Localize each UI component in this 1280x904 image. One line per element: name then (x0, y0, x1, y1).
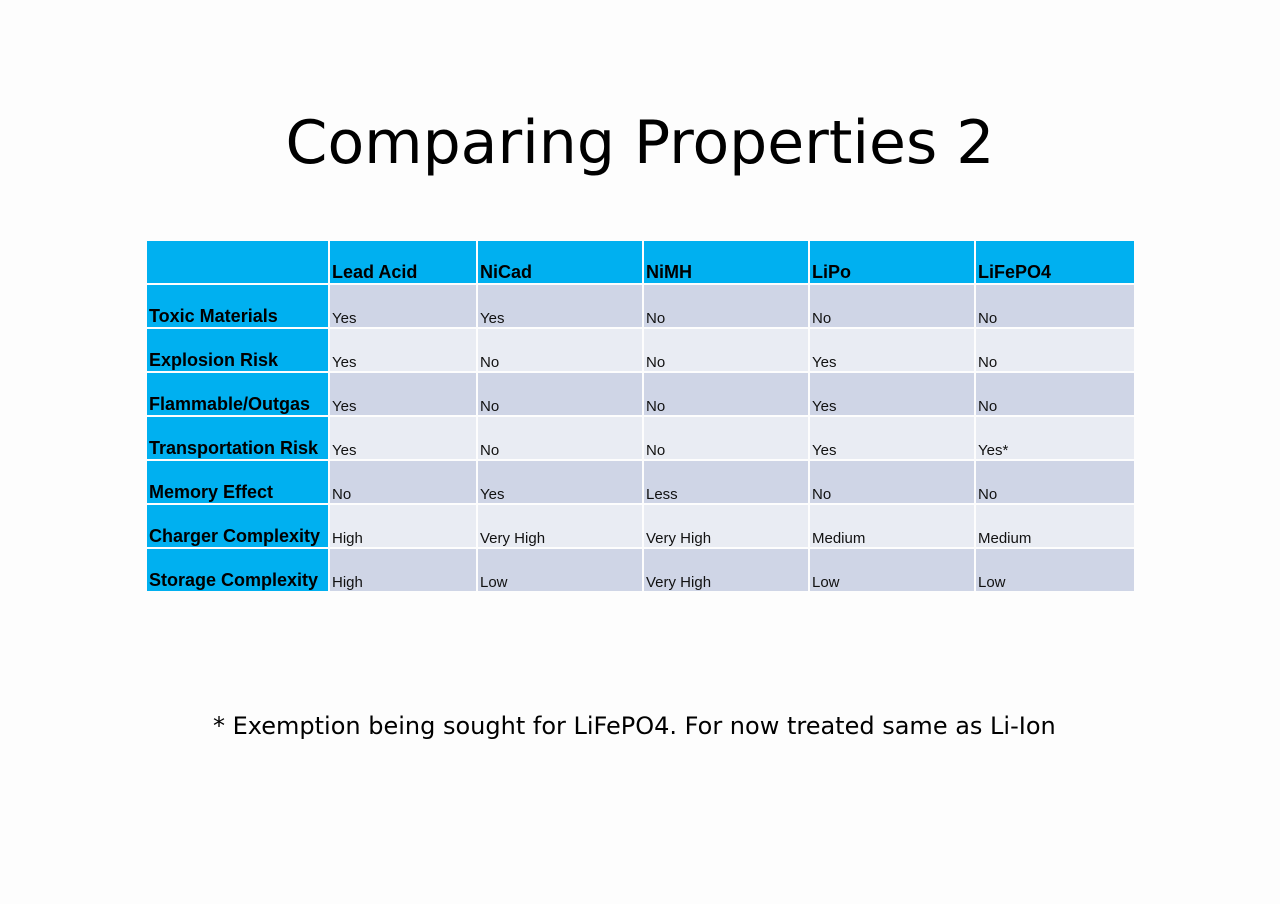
row-header: Storage Complexity (147, 549, 328, 591)
table-cell: No (810, 461, 974, 503)
table-cell: Very High (644, 549, 808, 591)
table-cell: No (478, 373, 642, 415)
table-header-row: Lead Acid NiCad NiMH LiPo LiFePO4 (147, 241, 1134, 283)
row-header: Memory Effect (147, 461, 328, 503)
table-cell: Yes (330, 417, 476, 459)
table-cell: High (330, 549, 476, 591)
table-row: Transportation Risk Yes No No Yes Yes* (147, 417, 1134, 459)
table-cell: Yes (810, 329, 974, 371)
table-cell: No (976, 373, 1134, 415)
table-cell: Yes (810, 417, 974, 459)
table-cell: Low (976, 549, 1134, 591)
table-cell: Medium (810, 505, 974, 547)
table-cell: Yes (478, 285, 642, 327)
slide-title: Comparing Properties 2 (285, 108, 995, 178)
table-cell: No (644, 417, 808, 459)
header-corner-cell (147, 241, 328, 283)
table-row: Toxic Materials Yes Yes No No No (147, 285, 1134, 327)
table-cell: No (644, 373, 808, 415)
table-cell: No (478, 329, 642, 371)
column-header: LiPo (810, 241, 974, 283)
table-cell: No (644, 329, 808, 371)
table-row: Storage Complexity High Low Very High Lo… (147, 549, 1134, 591)
table-cell: No (330, 461, 476, 503)
row-header: Charger Complexity (147, 505, 328, 547)
table-cell: Less (644, 461, 808, 503)
column-header: NiCad (478, 241, 642, 283)
row-header: Toxic Materials (147, 285, 328, 327)
comparison-table: Lead Acid NiCad NiMH LiPo LiFePO4 Toxic … (145, 239, 1136, 593)
footnote: * Exemption being sought for LiFePO4. Fo… (213, 712, 1056, 740)
column-header: LiFePO4 (976, 241, 1134, 283)
table-cell: Yes (810, 373, 974, 415)
table-cell: No (644, 285, 808, 327)
table-cell: Yes (330, 373, 476, 415)
table-cell: No (976, 285, 1134, 327)
table-cell: No (478, 417, 642, 459)
column-header: NiMH (644, 241, 808, 283)
table-cell: Yes (330, 329, 476, 371)
table-cell: Very High (478, 505, 642, 547)
table-cell: Yes (478, 461, 642, 503)
table-cell: No (976, 461, 1134, 503)
table-row: Charger Complexity High Very High Very H… (147, 505, 1134, 547)
row-header: Flammable/Outgas (147, 373, 328, 415)
row-header: Transportation Risk (147, 417, 328, 459)
table-cell: Very High (644, 505, 808, 547)
table-cell: Low (810, 549, 974, 591)
table-cell: High (330, 505, 476, 547)
table-cell: Low (478, 549, 642, 591)
table-row: Flammable/Outgas Yes No No Yes No (147, 373, 1134, 415)
column-header: Lead Acid (330, 241, 476, 283)
table-row: Explosion Risk Yes No No Yes No (147, 329, 1134, 371)
table-cell: Yes* (976, 417, 1134, 459)
table-row: Memory Effect No Yes Less No No (147, 461, 1134, 503)
table-cell: Yes (330, 285, 476, 327)
table-cell: No (810, 285, 974, 327)
row-header: Explosion Risk (147, 329, 328, 371)
table-cell: Medium (976, 505, 1134, 547)
table-cell: No (976, 329, 1134, 371)
